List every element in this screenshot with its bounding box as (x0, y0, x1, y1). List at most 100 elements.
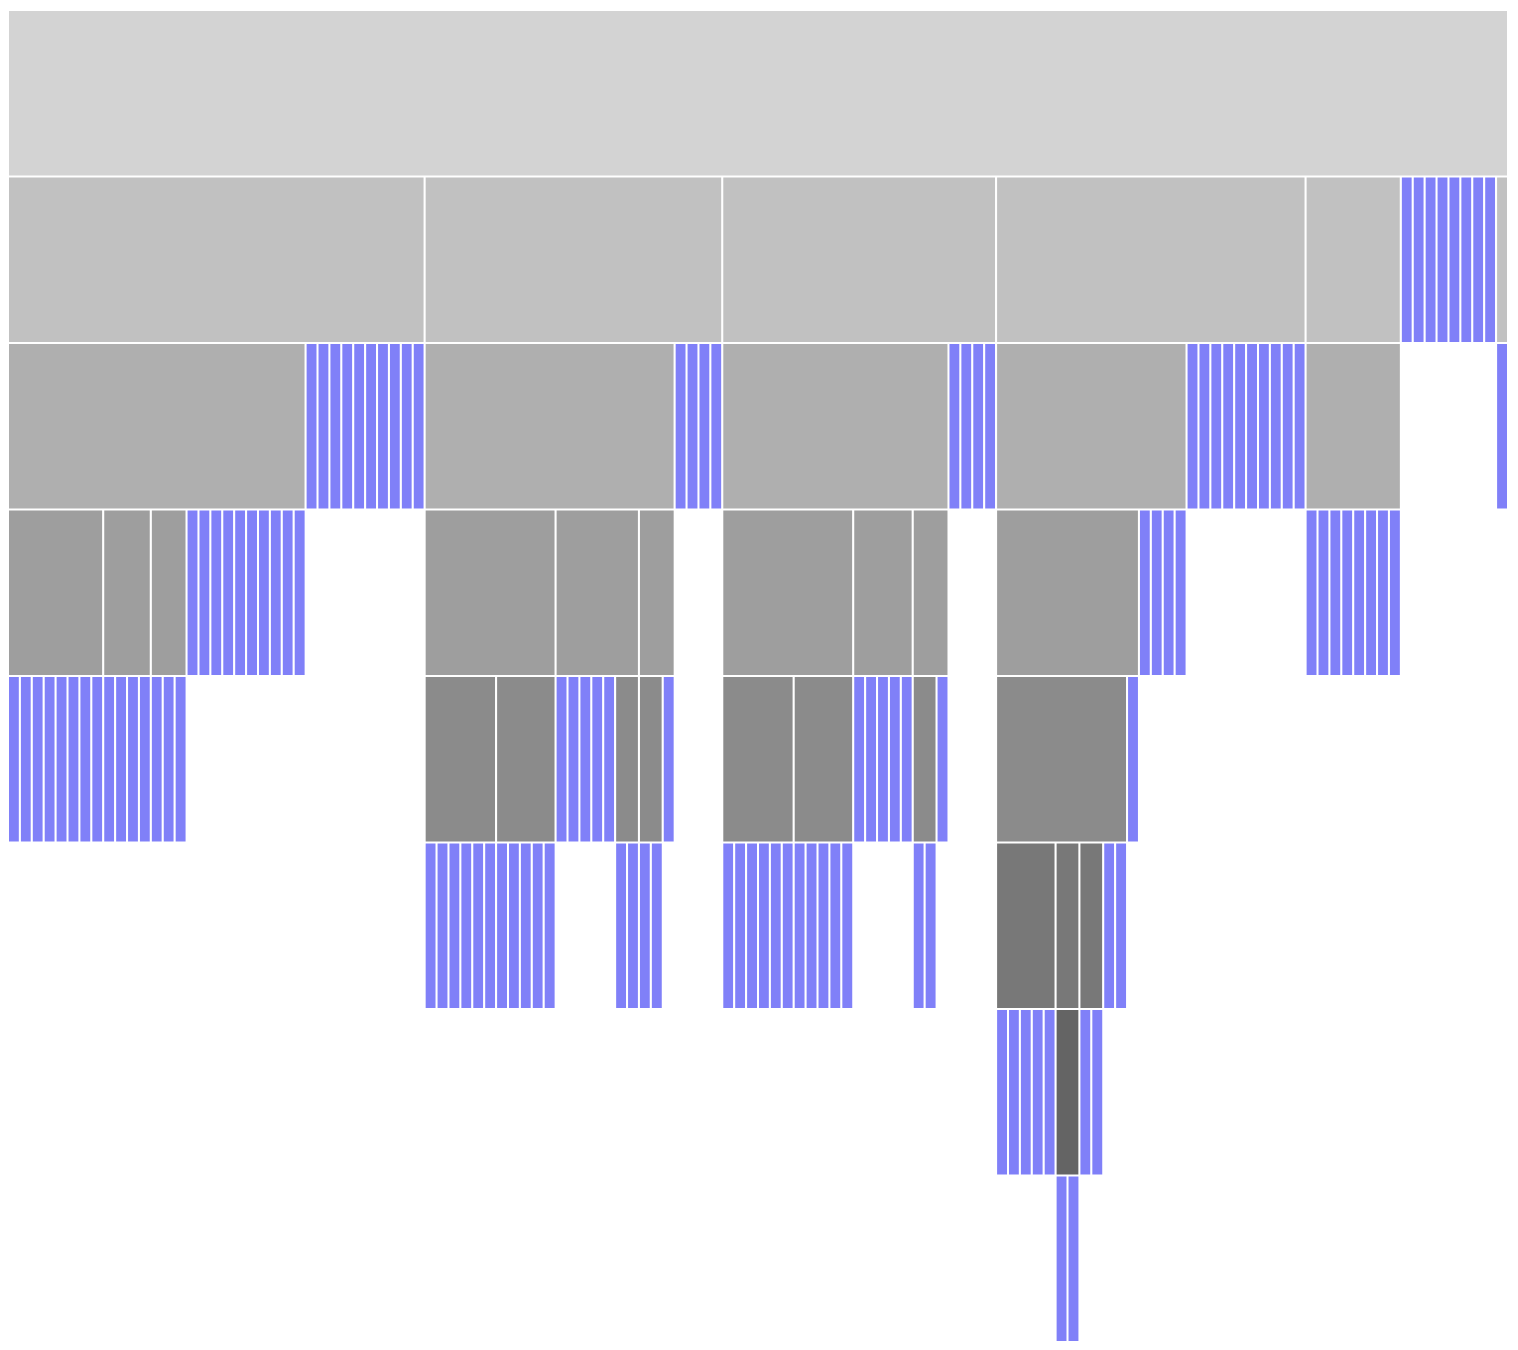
leaf-cell (7, 675, 21, 844)
tree-node (721, 175, 998, 344)
leaf-cell (137, 675, 152, 844)
tree-node (1054, 841, 1081, 1010)
leaf-cell (42, 675, 57, 844)
tree-node (995, 508, 1140, 677)
leaf-cell (483, 841, 498, 1010)
leaf-cell (876, 675, 890, 844)
leaf-cell (1411, 175, 1426, 344)
tree-node (995, 175, 1307, 344)
leaf-cell (614, 841, 629, 1010)
leaf-cell (745, 841, 759, 1010)
leaf-cell (1316, 508, 1331, 677)
leaf-cell (387, 342, 402, 511)
tree-node (1304, 175, 1402, 344)
leaf-cell (352, 342, 367, 511)
leaf-cell (304, 342, 319, 511)
leaf-cell (911, 841, 926, 1010)
leaf-cell (864, 675, 879, 844)
leaf-cell (602, 675, 617, 844)
tree-node (149, 508, 188, 677)
leaf-cell (1292, 342, 1307, 511)
leaf-cell (995, 1008, 1009, 1177)
leaf-cell (899, 675, 914, 844)
leaf-cell (507, 841, 521, 1010)
leaf-cell (1435, 175, 1450, 344)
tree-node (911, 675, 938, 844)
leaf-cell (161, 675, 176, 844)
leaf-cell (340, 342, 355, 511)
leaf-cell (840, 841, 855, 1010)
tree-node (721, 675, 795, 844)
tree-node (637, 508, 676, 677)
leaf-cell (1304, 508, 1319, 677)
leaf-cell (328, 342, 343, 511)
leaf-cell (376, 342, 390, 511)
leaf-cell (1459, 175, 1474, 344)
tree-node (495, 675, 557, 844)
leaf-cell (245, 508, 260, 677)
leaf-cell (1185, 342, 1200, 511)
leaf-cell (673, 342, 688, 511)
leaf-cell (90, 675, 105, 844)
tree-node (911, 508, 950, 677)
leaf-cell (1471, 175, 1486, 344)
leaf-cell (816, 841, 831, 1010)
leaf-cell (1007, 1008, 1021, 1177)
tree-node (792, 675, 855, 844)
tree-node (721, 342, 950, 511)
leaf-cell (828, 841, 843, 1010)
leaf-cell (554, 675, 569, 844)
tree-node (721, 508, 855, 677)
leaf-cell (209, 508, 224, 677)
tree-node (852, 508, 914, 677)
leaf-cell (411, 342, 426, 511)
leaf-cell (1161, 508, 1176, 677)
leaf-cell (721, 841, 736, 1010)
leaf-cell (1423, 175, 1438, 344)
root-node (7, 9, 1509, 178)
tree-node (7, 508, 105, 677)
leaf-cell (1054, 1174, 1069, 1343)
leaf-cell (697, 342, 712, 511)
leaf-cell (280, 508, 295, 677)
leaf-cell (792, 841, 807, 1010)
leaf-cell (1090, 1008, 1105, 1177)
leaf-cell (661, 675, 676, 844)
leaf-cell (447, 841, 462, 1010)
leaf-cell (804, 841, 819, 1010)
leaf-cell (757, 841, 771, 1010)
leaf-cell (1102, 841, 1117, 1010)
leaf-cell (1257, 342, 1271, 511)
tree-node (102, 508, 152, 677)
leaf-cell (18, 675, 33, 844)
leaf-cell (292, 508, 307, 677)
leaf-cell (1042, 1008, 1057, 1177)
tree-node (995, 841, 1057, 1010)
leaf-cell (685, 342, 700, 511)
leaf-cell (852, 675, 867, 844)
leaf-cell (530, 841, 545, 1010)
leaf-cell (1447, 175, 1462, 344)
tree-node (995, 675, 1129, 844)
tree-node (7, 175, 426, 344)
tree-node (554, 508, 640, 677)
leaf-cell (268, 508, 283, 677)
leaf-cell (1483, 175, 1498, 344)
leaf-cell (649, 841, 664, 1010)
tree-node (423, 175, 724, 344)
leaf-cell (1149, 508, 1164, 677)
leaf-cell (590, 675, 605, 844)
leaf-cell (1280, 342, 1295, 511)
leaf-cell (221, 508, 236, 677)
leaf-cell (30, 675, 45, 844)
leaf-cell (959, 342, 974, 511)
leaf-cell (78, 675, 93, 844)
leaf-cell (1030, 1008, 1045, 1177)
leaf-cell (1233, 342, 1248, 511)
leaf-cell (626, 841, 640, 1010)
leaf-cell (1340, 508, 1355, 677)
leaf-cell (1328, 508, 1343, 677)
leaf-cell (1352, 508, 1367, 677)
leaf-cell (1018, 1008, 1033, 1177)
leaf-cell (1399, 175, 1414, 344)
